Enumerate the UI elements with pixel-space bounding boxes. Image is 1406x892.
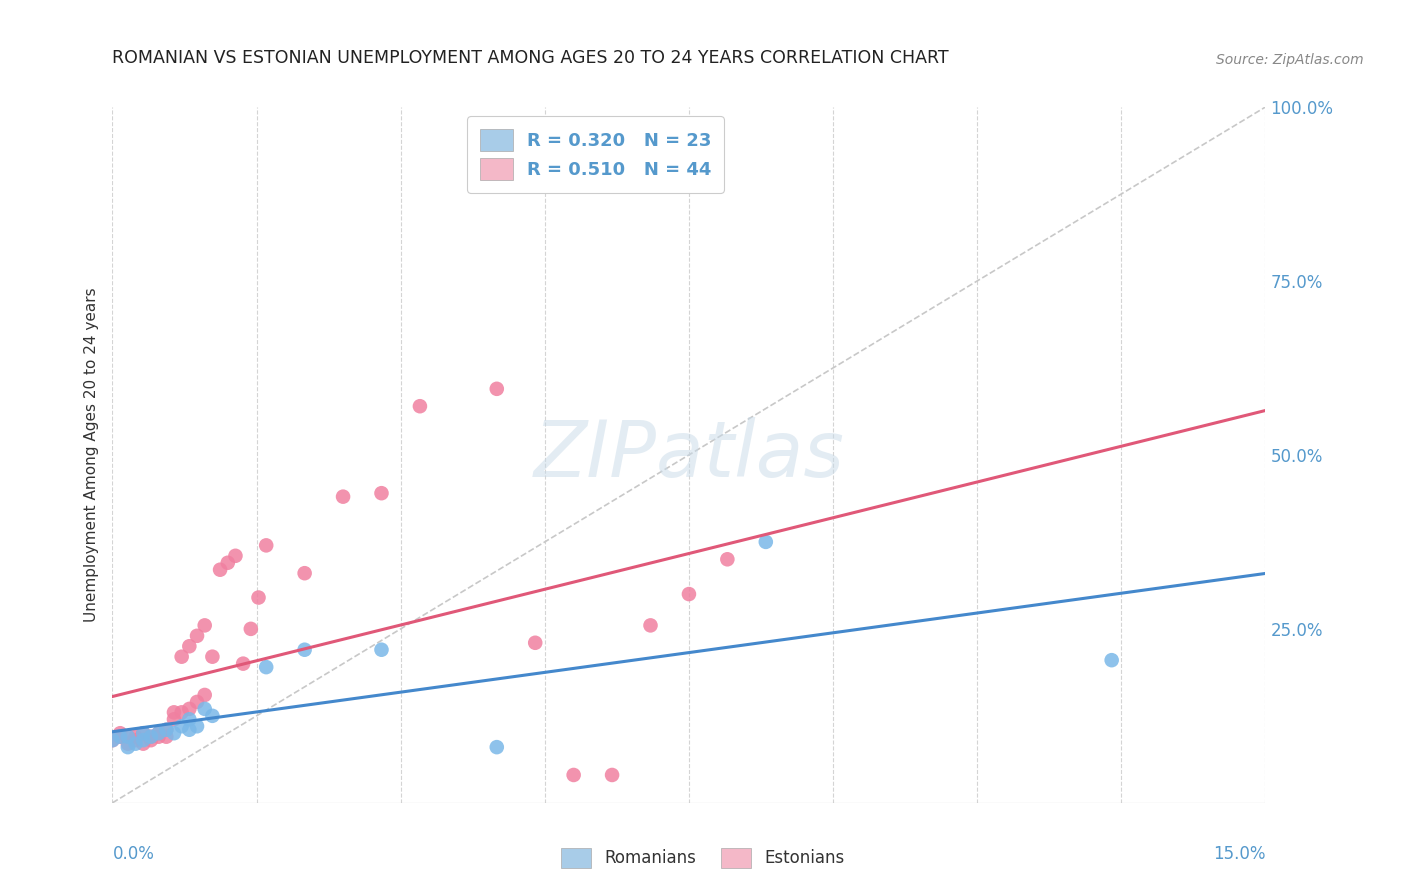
- Point: [485, 382, 508, 396]
- Point: [201, 708, 224, 723]
- Point: [194, 618, 217, 632]
- Point: [132, 726, 155, 740]
- Point: [179, 639, 201, 653]
- Point: [132, 733, 155, 747]
- Point: [224, 549, 246, 563]
- Point: [155, 730, 177, 744]
- Point: [716, 552, 738, 566]
- Point: [247, 591, 270, 605]
- Point: [117, 730, 139, 744]
- Legend: R = 0.320   N = 23, R = 0.510   N = 44: R = 0.320 N = 23, R = 0.510 N = 44: [467, 116, 724, 193]
- Point: [108, 730, 131, 744]
- Point: [186, 629, 208, 643]
- Point: [294, 566, 316, 581]
- Point: [370, 486, 392, 500]
- Point: [294, 642, 316, 657]
- Point: [101, 733, 124, 747]
- Point: [117, 730, 139, 744]
- Point: [562, 768, 585, 782]
- Point: [186, 719, 208, 733]
- Point: [132, 737, 155, 751]
- Point: [186, 695, 208, 709]
- Point: [101, 733, 124, 747]
- Point: [755, 535, 778, 549]
- Point: [600, 768, 623, 782]
- Point: [370, 642, 392, 657]
- Point: [117, 740, 139, 755]
- Point: [254, 660, 277, 674]
- Point: [124, 733, 146, 747]
- Point: [524, 636, 547, 650]
- Point: [217, 556, 239, 570]
- Point: [139, 733, 162, 747]
- Point: [124, 730, 146, 744]
- Point: [194, 688, 217, 702]
- Point: [332, 490, 354, 504]
- Point: [108, 726, 131, 740]
- Point: [139, 730, 162, 744]
- Text: ROMANIAN VS ESTONIAN UNEMPLOYMENT AMONG AGES 20 TO 24 YEARS CORRELATION CHART: ROMANIAN VS ESTONIAN UNEMPLOYMENT AMONG …: [112, 49, 949, 67]
- Point: [170, 719, 193, 733]
- Text: 15.0%: 15.0%: [1213, 845, 1265, 863]
- Point: [209, 563, 232, 577]
- Point: [179, 712, 201, 726]
- Point: [155, 723, 177, 737]
- Text: ZIPatlas: ZIPatlas: [533, 417, 845, 493]
- Legend: Romanians, Estonians: Romanians, Estonians: [554, 841, 852, 875]
- Point: [124, 737, 146, 751]
- Point: [170, 706, 193, 720]
- Point: [163, 726, 186, 740]
- Text: 0.0%: 0.0%: [112, 845, 155, 863]
- Point: [254, 538, 277, 552]
- Point: [678, 587, 700, 601]
- Text: Source: ZipAtlas.com: Source: ZipAtlas.com: [1216, 53, 1364, 67]
- Point: [155, 723, 177, 737]
- Point: [163, 706, 186, 720]
- Point: [117, 737, 139, 751]
- Point: [148, 730, 170, 744]
- Point: [132, 726, 155, 740]
- Point: [232, 657, 254, 671]
- Point: [485, 740, 508, 755]
- Point: [239, 622, 262, 636]
- Point: [163, 712, 186, 726]
- Point: [409, 399, 432, 413]
- Point: [640, 618, 662, 632]
- Point: [148, 726, 170, 740]
- Point: [179, 723, 201, 737]
- Point: [148, 726, 170, 740]
- Point: [170, 649, 193, 664]
- Y-axis label: Unemployment Among Ages 20 to 24 years: Unemployment Among Ages 20 to 24 years: [83, 287, 98, 623]
- Point: [201, 649, 224, 664]
- Point: [1101, 653, 1123, 667]
- Point: [139, 730, 162, 744]
- Point: [194, 702, 217, 716]
- Point: [179, 702, 201, 716]
- Point: [108, 730, 131, 744]
